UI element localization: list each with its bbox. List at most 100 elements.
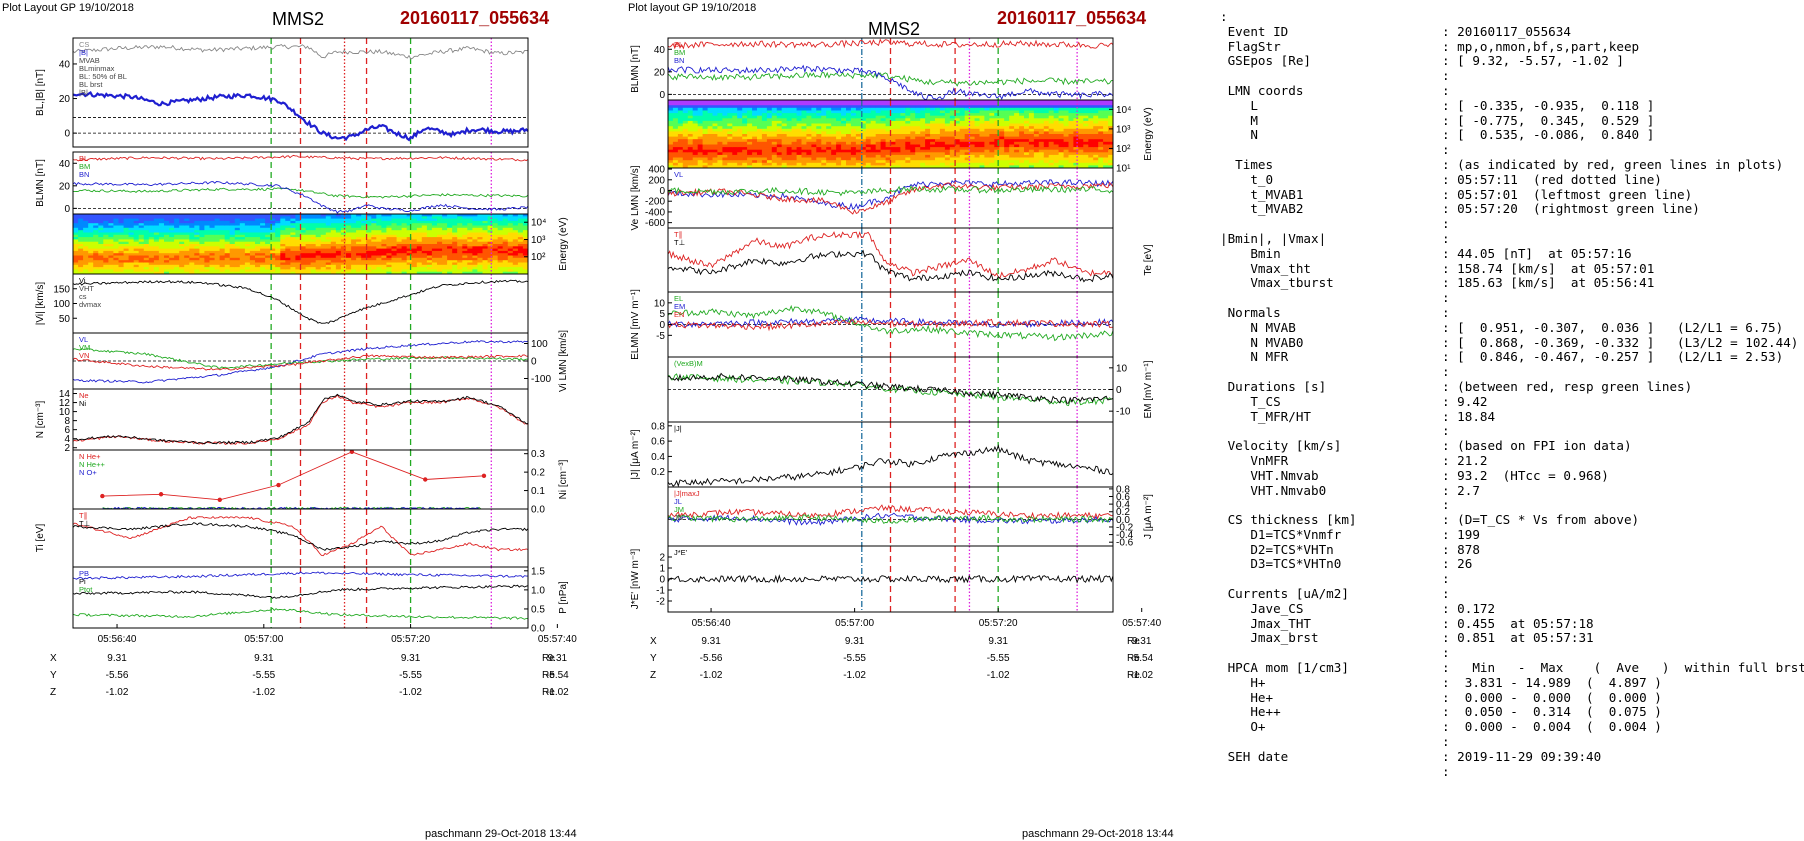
spectrogram-cell xyxy=(900,147,906,151)
spectrogram-cell xyxy=(194,271,200,275)
spectrogram-cell xyxy=(1043,118,1050,122)
spectrogram-cell xyxy=(959,144,966,148)
spectrogram-cell xyxy=(1078,118,1084,122)
spectrogram-cell xyxy=(1019,113,1025,117)
spectrogram-cell xyxy=(915,157,921,161)
spectrogram-cell xyxy=(214,246,221,250)
spectrogram-cell xyxy=(153,227,160,231)
spectrogram-cell xyxy=(325,232,332,236)
spectrogram-cell xyxy=(219,225,226,229)
spectrogram-cell xyxy=(687,123,694,127)
spectrogram-cell xyxy=(325,214,332,217)
spectrogram-cell xyxy=(497,248,504,252)
spectrogram-cell xyxy=(158,223,165,226)
spectrogram-cell xyxy=(1073,118,1079,122)
spectrogram-cell xyxy=(118,230,125,233)
spectrogram-cell xyxy=(737,128,743,132)
spectrogram-cell xyxy=(73,220,79,224)
spectrogram-cell xyxy=(477,237,483,240)
spectrogram-cell xyxy=(1009,144,1015,148)
spectrogram-cell xyxy=(153,220,160,224)
spectrogram-cell xyxy=(1068,131,1074,135)
spectrogram-cell xyxy=(103,267,109,270)
spectrogram-cell xyxy=(1033,118,1040,122)
spectrogram-cell xyxy=(865,136,872,140)
spectrogram-cell xyxy=(492,271,499,275)
spectrogram-cell xyxy=(786,107,793,111)
spectrogram-cell xyxy=(905,118,911,122)
spectrogram-cell xyxy=(1093,131,1099,135)
spectrogram-cell xyxy=(239,271,246,275)
spectrogram-cell xyxy=(366,246,372,250)
spectrogram-cell xyxy=(406,239,413,243)
spectrogram-cell xyxy=(821,131,827,135)
spectrogram-cell xyxy=(118,227,125,231)
spectrogram-cell xyxy=(989,149,995,153)
spectrogram-cell xyxy=(249,225,256,229)
series-line xyxy=(72,279,529,324)
spectrogram-cell xyxy=(335,264,342,268)
spectrogram-cell xyxy=(270,255,276,259)
spectrogram-cell xyxy=(707,141,713,145)
spectrogram-cell xyxy=(994,126,1000,130)
spectrogram-cell xyxy=(999,157,1005,161)
spectrogram-cell xyxy=(930,154,936,158)
spectrogram-cell xyxy=(1009,134,1015,138)
spectrogram-cell xyxy=(437,223,443,226)
spectrogram-cell xyxy=(219,260,226,263)
spectrogram-cell xyxy=(426,218,433,222)
spectrogram-cell xyxy=(979,154,985,158)
spectrogram-cell xyxy=(219,223,226,226)
spectrogram-cell xyxy=(452,262,458,266)
spectrogram-cell xyxy=(732,154,738,158)
spectrogram-cell xyxy=(855,136,862,140)
spectrogram-cell xyxy=(801,139,807,143)
spectrogram-cell xyxy=(841,131,847,135)
spectrogram-cell xyxy=(361,250,367,254)
ephemeris-value: -5.56 xyxy=(106,670,129,681)
spectrogram-cell xyxy=(158,241,165,245)
spectrogram-cell xyxy=(697,162,704,166)
y-tick-label: 100 xyxy=(531,339,548,350)
spectrogram-cell xyxy=(870,147,877,151)
spectrogram-cell xyxy=(88,248,94,252)
spectrogram-cell xyxy=(949,123,956,127)
spectrogram-cell xyxy=(920,134,926,138)
spectrogram-cell xyxy=(467,232,473,236)
spectrogram-cell xyxy=(492,257,499,261)
spectrogram-cell xyxy=(482,218,489,222)
spectrogram-cell xyxy=(437,216,443,220)
spectrogram-cell xyxy=(816,165,822,169)
spectrogram-cell xyxy=(133,260,140,263)
legend-entry: VHT xyxy=(79,284,94,293)
spectrogram-cell xyxy=(969,131,975,135)
spectrogram-cell xyxy=(371,237,377,240)
legend-entry: BM xyxy=(674,48,685,57)
spectrogram-cell xyxy=(915,136,921,140)
spectrogram-cell xyxy=(826,139,832,143)
spectrogram-cell xyxy=(98,248,104,252)
spectrogram-cell xyxy=(925,144,931,148)
spectrogram-cell xyxy=(796,115,802,119)
spectrogram-cell xyxy=(1043,157,1050,161)
spectrogram-cell xyxy=(870,120,877,124)
spectrogram-cell xyxy=(113,239,119,243)
spectrogram-cell xyxy=(697,141,704,145)
spectrogram-cell xyxy=(507,220,514,224)
spectrogram-cell xyxy=(771,160,778,164)
spectrogram-cell xyxy=(437,269,443,273)
spectrogram-cell xyxy=(325,225,332,229)
spectrogram-cell xyxy=(315,223,322,226)
spectrogram-cell xyxy=(219,230,226,233)
spectrogram-cell xyxy=(497,234,504,238)
spectrogram-cell xyxy=(285,239,291,243)
spectrogram-cell xyxy=(1093,160,1099,164)
spectrogram-cell xyxy=(697,113,704,117)
spectrogram-cell xyxy=(492,241,499,245)
spectrogram-cell xyxy=(984,144,990,148)
spectrogram-cell xyxy=(677,152,684,156)
spectrogram-cell xyxy=(447,248,453,252)
spectrogram-cell xyxy=(209,223,216,226)
spectrogram-cell xyxy=(174,227,180,231)
spectrogram-cell xyxy=(672,149,679,153)
